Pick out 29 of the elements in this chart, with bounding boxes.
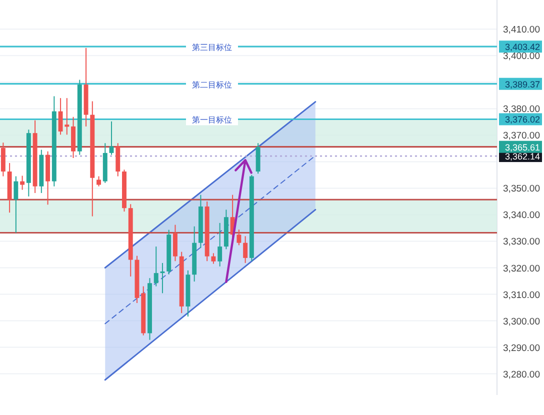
candlestick xyxy=(14,176,18,234)
candlestick xyxy=(154,246,158,287)
y-tick-label: 3,280.00 xyxy=(503,369,540,380)
y-tick-label: 3,370.00 xyxy=(503,130,540,142)
price-tag: 3,376.02 xyxy=(499,113,542,126)
y-tick-label: 3,350.00 xyxy=(503,184,540,195)
candlestick xyxy=(236,229,242,246)
y-tick-label: 3,380.00 xyxy=(503,104,540,116)
ref-line-label: 第一目标位 xyxy=(192,116,232,125)
candlestick xyxy=(211,252,216,264)
price-tag: 3,365.61 xyxy=(499,140,542,153)
candlestick xyxy=(243,236,248,264)
price-tag: 3,389.37 xyxy=(499,78,542,90)
y-tick-label: 3,320.00 xyxy=(503,263,540,274)
candlestick xyxy=(0,142,6,177)
y-tick-label: 3,330.00 xyxy=(503,236,540,248)
y-tick-label: 3,290.00 xyxy=(503,342,540,354)
candlestick xyxy=(96,176,101,187)
ref-line-label: 第二目标位 xyxy=(192,80,232,90)
price-tag: 3,403.42 xyxy=(499,40,542,53)
y-tick-label: 3,300.00 xyxy=(503,316,540,328)
y-tick-label: 3,400.00 xyxy=(503,51,540,62)
ref-line-label: 第三目标位 xyxy=(192,43,232,52)
candlestick xyxy=(172,224,178,262)
y-tick-label: 3,310.00 xyxy=(503,290,540,301)
candlestick xyxy=(20,175,25,190)
y-tick-label: 3,340.00 xyxy=(503,210,540,222)
candlestick xyxy=(218,222,222,267)
y-tick-label: 3,410.00 xyxy=(503,24,540,36)
